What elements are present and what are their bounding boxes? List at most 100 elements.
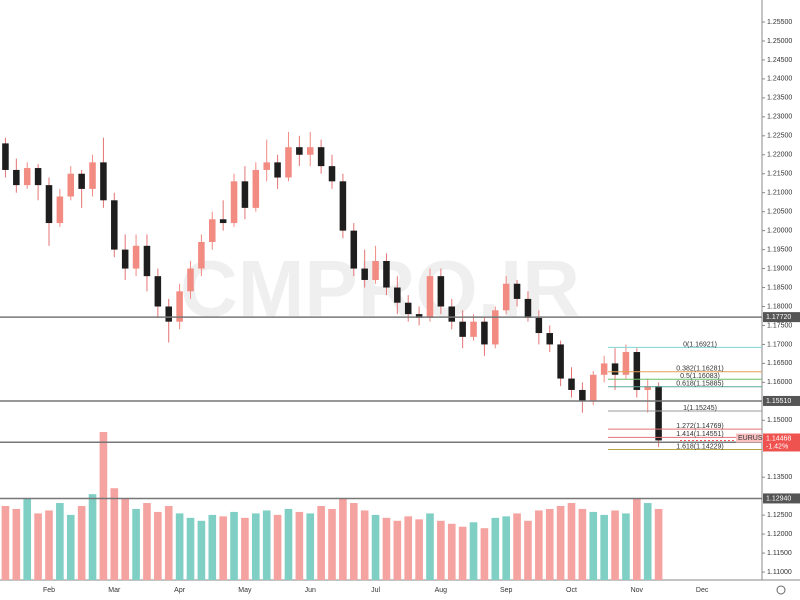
candle-body	[252, 169, 260, 208]
volume-bar	[154, 511, 162, 580]
y-tick-label: 1.16000	[767, 379, 792, 386]
volume-bar	[252, 513, 260, 580]
candle-body	[557, 344, 564, 379]
price-label: 1.15510	[766, 398, 791, 405]
volume-bar	[273, 514, 282, 580]
symbol-label: EURUSD	[738, 435, 768, 442]
fib-label: 0.5(1.16083)	[680, 373, 720, 380]
y-tick-label: 1.24000	[767, 76, 792, 83]
candle-body	[470, 321, 477, 337]
price-label: 1.17720	[766, 314, 791, 321]
volume-bar	[426, 513, 434, 580]
last-price-box	[763, 433, 800, 452]
fib-label: 1.414(1.14551)	[676, 431, 723, 438]
volume-bar	[262, 510, 271, 580]
change-label: -1.42%	[766, 443, 788, 450]
volume-bar	[654, 508, 663, 580]
volume-bar	[360, 510, 369, 580]
volume-bar	[491, 517, 500, 580]
candle-body	[350, 230, 358, 269]
volume-bar	[284, 508, 293, 580]
volume-bar	[643, 503, 652, 580]
candle-body	[13, 169, 20, 186]
volume-bar	[175, 513, 184, 580]
candle-body	[361, 268, 368, 280]
watermark: CMPRO.IR	[180, 244, 580, 333]
volume-bar	[110, 488, 119, 580]
y-tick-label: 1.20500	[767, 209, 792, 216]
volume-bar	[415, 519, 423, 580]
candle-body	[209, 219, 216, 243]
volume-bar	[328, 508, 336, 580]
candle-body	[568, 378, 575, 390]
y-tick-label: 1.23000	[767, 114, 792, 121]
volume-bar	[589, 511, 598, 580]
volume-bar	[633, 498, 641, 580]
volume-bar	[164, 506, 173, 580]
candle-body	[306, 147, 314, 155]
y-tick-label: 1.25000	[767, 38, 792, 45]
volume-bar	[371, 514, 380, 580]
y-tick-label: 1.12500	[767, 512, 792, 519]
candle-body	[317, 147, 325, 167]
candle-body	[34, 168, 42, 186]
candle-body	[339, 181, 347, 231]
x-tick-label: Feb	[43, 587, 55, 594]
candle-body	[176, 291, 183, 322]
candle-body	[481, 321, 488, 345]
fib-label: 0(1.16921)	[683, 341, 717, 348]
fib-label: 0.382(1.16281)	[676, 366, 723, 373]
price-label-box	[763, 493, 800, 504]
x-tick-label: Apr	[174, 587, 186, 594]
volume-bar	[230, 511, 238, 580]
candle-body	[132, 245, 140, 269]
y-tick-label: 1.18500	[767, 284, 792, 291]
y-tick-label: 1.17500	[767, 322, 792, 329]
volume-bar	[12, 508, 21, 580]
candle-body	[328, 166, 336, 182]
volume-bar	[241, 517, 249, 580]
candle-body	[67, 173, 75, 197]
volume-bar	[121, 498, 129, 580]
candle-body	[372, 260, 379, 280]
volume-bar	[143, 503, 151, 580]
candle-body	[502, 283, 510, 311]
volume-bar	[578, 508, 587, 580]
y-tick-label: 1.12000	[767, 531, 792, 538]
x-tick-label: Mar	[108, 587, 121, 594]
candle-body	[154, 276, 162, 307]
candle-body	[198, 242, 205, 269]
x-tick-label: May	[238, 587, 252, 594]
volume-bar	[99, 432, 108, 580]
volume-bar	[404, 516, 413, 580]
candle-body	[546, 333, 553, 345]
volume-bar	[132, 508, 140, 580]
candle-body	[448, 306, 456, 322]
volume-bar	[88, 494, 97, 580]
x-tick-label: Sep	[500, 587, 513, 594]
candle-body	[89, 162, 96, 189]
fib-label: 1(1.15245)	[683, 405, 717, 412]
price-label-box	[763, 312, 800, 323]
candle-body	[535, 317, 543, 334]
volume-bar	[447, 523, 456, 580]
volume-bar	[611, 510, 619, 580]
x-tick-label: Jul	[371, 587, 380, 594]
x-tick-label: Jun	[305, 587, 316, 594]
settings-icon[interactable]	[776, 585, 786, 595]
volume-bar	[208, 514, 217, 580]
candle-body	[492, 310, 499, 345]
candle-body	[655, 386, 662, 441]
candle-body	[121, 249, 129, 269]
y-tick-label: 1.11000	[767, 569, 792, 576]
price-label-box	[763, 395, 800, 406]
candle-body	[513, 283, 521, 299]
y-tick-label: 1.22000	[767, 152, 792, 159]
candle-body	[45, 185, 53, 224]
volume-bar	[77, 506, 86, 580]
candle-body	[622, 352, 630, 375]
candle-body	[165, 306, 172, 322]
candle-body	[263, 162, 270, 170]
candle-body	[111, 200, 118, 250]
